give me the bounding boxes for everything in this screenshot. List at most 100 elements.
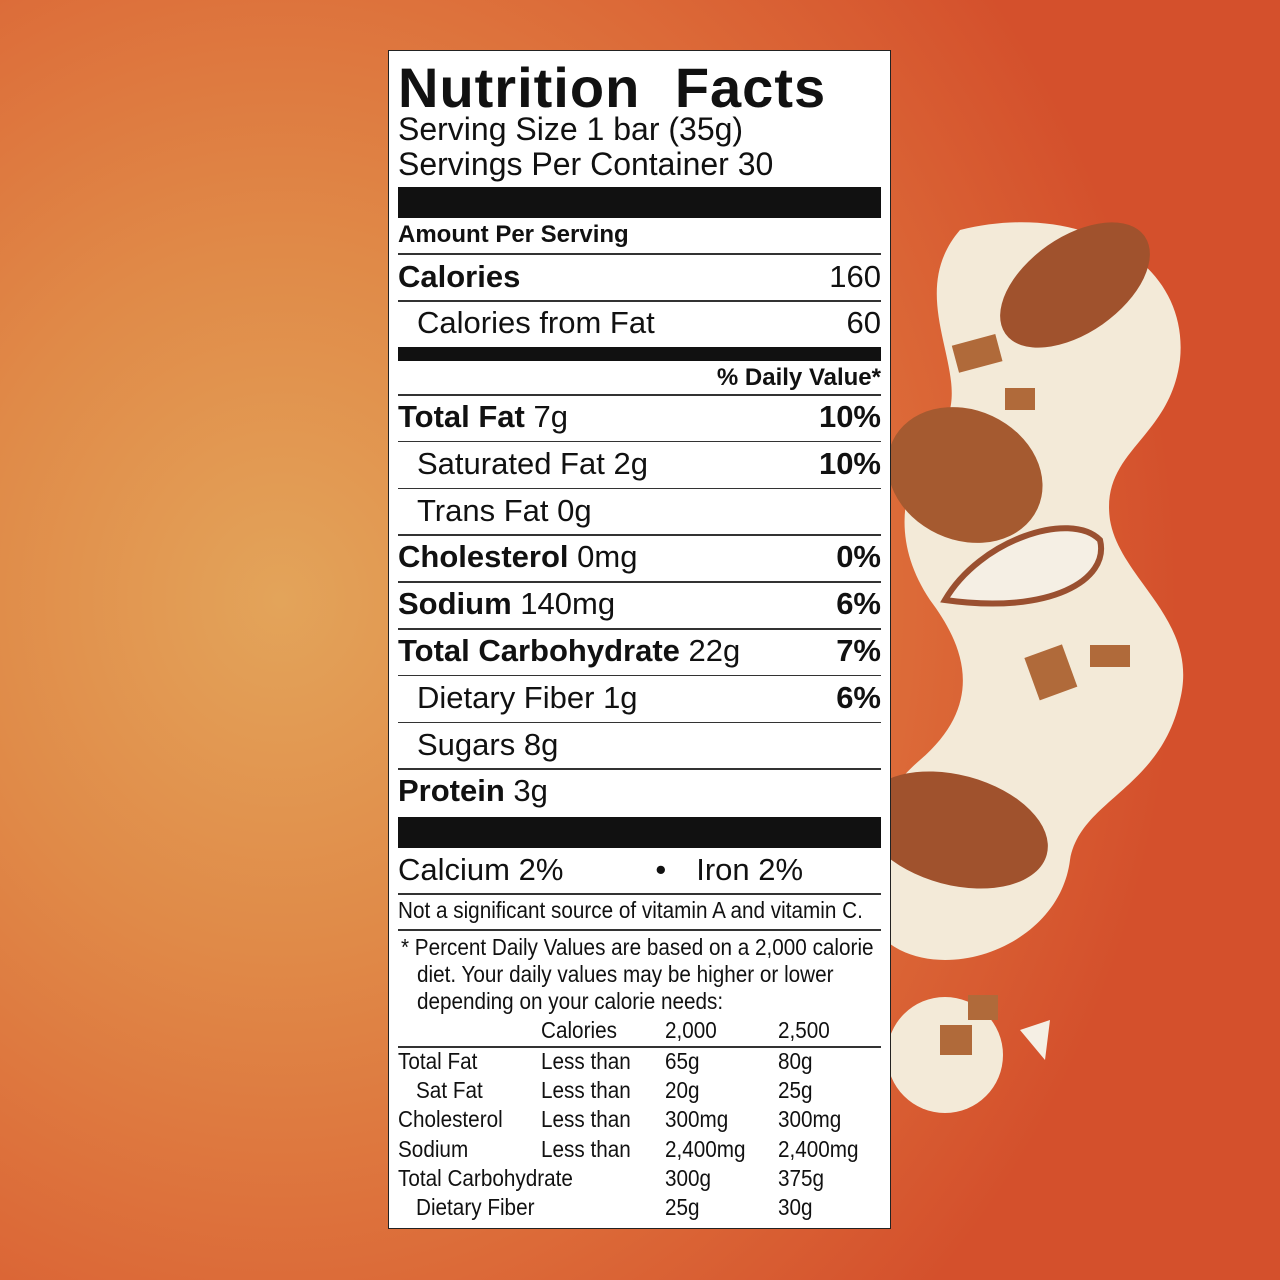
divider <box>398 721 881 724</box>
label-title: Nutrition Facts <box>398 56 827 119</box>
almond-2 <box>887 407 1043 543</box>
nutrient-name: Total Fat <box>398 399 525 434</box>
dv-table-cell: Less than <box>541 1048 631 1074</box>
nutrient-row: Saturated Fat 2g 10% <box>417 444 881 484</box>
dv-table-cell: 2,400mg <box>778 1135 859 1162</box>
divider <box>398 394 881 396</box>
servings-per-container: Servings Per Container 30 <box>398 146 774 182</box>
serving-size: Serving Size 1 bar (35g) <box>398 111 744 147</box>
almond-chip <box>951 334 1003 373</box>
divider <box>398 440 881 443</box>
nutrient-amount: 1g <box>603 679 638 715</box>
nutrient-amount: 2g <box>613 445 648 481</box>
dv-table-cell: Total Carbohydrate <box>398 1164 573 1191</box>
footnote-line: * Percent Daily Values are based on a 2,… <box>401 934 874 960</box>
nutrient-name: Protein <box>398 773 505 809</box>
iron: Iron 2% <box>696 852 804 887</box>
nutrient-amount: 22g <box>688 633 741 668</box>
dv-table-cell: Sat Fat <box>416 1077 483 1104</box>
calories-label: Calories <box>398 259 521 294</box>
nutrient-dv: 6% <box>836 679 881 715</box>
dv-table-cell: Sodium <box>398 1135 469 1162</box>
divider <box>398 487 881 490</box>
dv-table-cell: 300g <box>665 1164 712 1191</box>
calories-row: Calories 160 <box>398 257 881 297</box>
calories-from-fat-row: Calories from Fat 60 <box>417 303 881 343</box>
vitamin-note: Not a significant source of vitamin A an… <box>398 897 863 923</box>
almond-3 <box>862 771 1048 889</box>
almond-chip <box>1090 645 1130 667</box>
nutrient-row: Cholesterol 0mg 0% <box>398 537 881 577</box>
dv-table-cell: 65g <box>665 1048 700 1074</box>
divider-medium <box>398 347 881 361</box>
divider <box>398 893 881 895</box>
dv-table-cell: Less than <box>541 1106 631 1133</box>
almond-chip <box>1005 388 1035 410</box>
nutrient-row: Trans Fat 0g <box>417 491 881 531</box>
nutrient-name: Sodium <box>398 586 512 622</box>
dv-table-cell: 25g <box>665 1194 700 1220</box>
nutrient-amount: 7g <box>533 399 568 434</box>
footnote-line: diet. Your daily values may be higher or… <box>417 961 834 987</box>
dv-table-cell: 80g <box>778 1048 813 1074</box>
nutrient-row: Sugars 8g <box>417 725 881 765</box>
dv-table-cell: 30g <box>778 1194 813 1220</box>
nutrient-name: Total Carbohydrate <box>398 633 680 668</box>
dv-table-cell: 2,400mg <box>665 1135 746 1162</box>
divider-thick <box>398 817 881 848</box>
divider <box>398 929 881 931</box>
nutrient-name: Dietary Fiber <box>417 679 595 715</box>
calories-value: 160 <box>829 259 881 294</box>
nutrient-amount: 0mg <box>577 539 638 575</box>
divider-thick <box>398 187 881 218</box>
nutrient-row: Total Carbohydrate 22g 7% <box>398 631 881 671</box>
nutrient-name: Cholesterol <box>398 539 569 575</box>
divider <box>398 674 881 677</box>
amount-per-serving: Amount Per Serving <box>398 221 629 248</box>
dv-table-cell: 300mg <box>665 1106 729 1133</box>
calories-fat-value: 60 <box>846 305 881 340</box>
dv-table-cell: 20g <box>665 1077 700 1104</box>
table-header-calories: Calories <box>541 1017 617 1043</box>
dv-table-cell: 25g <box>778 1077 813 1104</box>
divider <box>398 768 881 770</box>
almond-half <box>940 525 1105 607</box>
almond-chip <box>1020 1020 1050 1060</box>
dv-table-cell: Cholesterol <box>398 1106 503 1133</box>
footnote-line: depending on your calorie needs: <box>417 988 724 1014</box>
divider <box>398 628 881 630</box>
nutrient-name: Saturated Fat <box>417 445 605 481</box>
almond-chip <box>1024 644 1078 701</box>
divider <box>398 253 881 255</box>
dv-table-cell: Total Fat <box>398 1048 478 1074</box>
bullet: • <box>655 852 667 887</box>
dv-table-cell: 300mg <box>778 1106 842 1133</box>
nutrient-name: Sugars <box>417 726 516 762</box>
nutrient-row: Dietary Fiber 1g 6% <box>417 678 881 718</box>
nutrition-facts-label: Nutrition Facts Serving Size 1 bar (35g)… <box>388 50 891 1229</box>
nutrient-dv: 10% <box>818 445 881 481</box>
nutrient-row: Protein 3g <box>398 771 881 811</box>
almond-chip <box>968 995 998 1020</box>
divider <box>398 534 881 536</box>
daily-value-header: % Daily Value* <box>716 364 881 391</box>
divider <box>398 581 881 583</box>
nutrient-row: Total Fat 7g 10% <box>398 397 881 437</box>
calcium: Calcium 2% <box>398 852 564 887</box>
table-header-2500: 2,500 <box>778 1017 830 1043</box>
nutrient-amount: 8g <box>523 726 559 762</box>
nutrient-dv: 0% <box>836 539 881 575</box>
nutrient-dv: 10% <box>818 399 881 434</box>
almond-1 <box>1000 222 1150 348</box>
dv-table-cell: 375g <box>778 1164 825 1191</box>
dv-table-cell: Less than <box>541 1077 631 1104</box>
dv-table-cell: Less than <box>541 1135 631 1162</box>
divider <box>398 1046 881 1048</box>
nutrient-row: Sodium 140mg 6% <box>398 584 881 624</box>
minerals-row: Calcium 2% • Iron 2% <box>398 850 881 890</box>
almond-chip <box>940 1025 972 1055</box>
nutrient-name: Trans Fat <box>417 492 549 528</box>
nutrient-amount: 3g <box>513 773 548 809</box>
nutrient-dv: 7% <box>836 633 881 668</box>
